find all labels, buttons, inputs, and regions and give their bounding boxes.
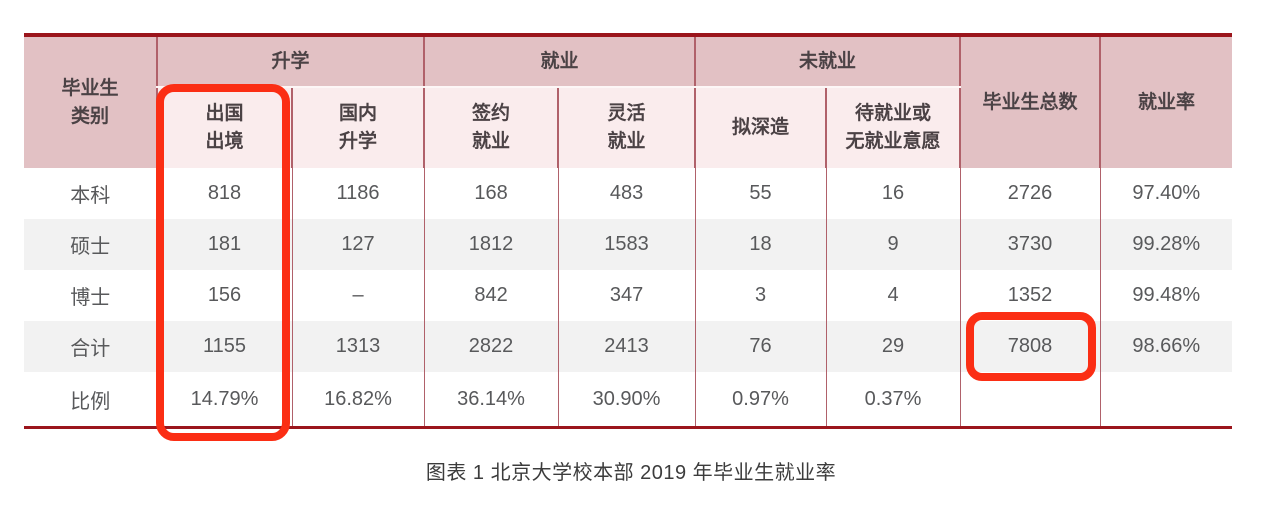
table-cell: 98.66% — [1099, 321, 1233, 372]
table-cell: 1155 — [156, 321, 292, 372]
header-plan-further-study: 拟深造 — [694, 87, 827, 168]
row-label: 比例 — [70, 390, 111, 413]
table-cell: 14.79% — [156, 372, 292, 428]
table-cell: 181 — [156, 219, 292, 270]
table-cell: 0.37% — [825, 372, 961, 428]
row-label: 合计 — [70, 338, 111, 360]
header-group-row: 毕业生 类别 升学 就业 未就业 毕业生总数 就业率 — [24, 35, 1233, 168]
table-cell: 18 — [694, 219, 827, 270]
header-domestic-study: 国内 升学 — [290, 87, 425, 168]
table-cell: 1583 — [557, 219, 696, 270]
table-cell: 76 — [694, 321, 827, 372]
table-cell: 36.14% — [423, 372, 559, 428]
table-cell: 55 — [694, 168, 827, 219]
header-contract-employment: 签约 就业 — [423, 87, 559, 168]
header-group-further-study: 升学 — [155, 35, 425, 88]
table-cell: 127 — [291, 219, 425, 270]
table-cell: 4 — [825, 270, 961, 321]
table-cell: 16 — [825, 168, 961, 219]
table-cell: 2822 — [423, 321, 559, 372]
table-row-doctor: 博士 156 – 842 347 3 4 1352 99.48% — [24, 270, 1233, 321]
table-cell: 29 — [825, 321, 961, 372]
employment-rate-table: 毕业生 类别 升学 就业 未就业 毕业生总数 就业率 出国 出境 国内 升学 签… — [24, 33, 1233, 429]
table-cell — [959, 372, 1101, 428]
row-label: 硕士 — [70, 236, 111, 258]
header-sub-row: 出国 出境 国内 升学 签约 就业 灵活 就业 拟深造 待就业或 无就业意愿 — [24, 87, 1232, 168]
table-cell: 30.90% — [557, 372, 696, 428]
table-cell: 1186 — [291, 168, 425, 219]
table-cell: 818 — [156, 168, 292, 219]
table-cell: 1352 — [959, 270, 1101, 321]
header-group-unemployed: 未就业 — [694, 35, 961, 88]
table-cell: 16.82% — [291, 372, 425, 428]
header-abroad: 出国 出境 — [156, 87, 292, 168]
table-cell-total-highlighted: 7808 — [959, 321, 1101, 372]
table-row-total: 合计 1155 1313 2822 2413 76 29 7808 98.66% — [24, 321, 1233, 372]
header-flexible-employment: 灵活 就业 — [557, 87, 696, 168]
table-cell: 842 — [423, 270, 559, 321]
table-cell: 483 — [557, 168, 696, 219]
table-cell: – — [291, 270, 425, 321]
table-cell: 99.28% — [1099, 219, 1233, 270]
table-caption: 图表 1 北京大学校本部 2019 年毕业生就业率 — [425, 462, 837, 484]
row-label: 博士 — [70, 287, 111, 309]
header-group-employment: 就业 — [423, 35, 696, 88]
table-cell: 2413 — [557, 321, 696, 372]
table-row-undergraduate: 本科 818 1186 168 483 55 16 2726 97.40% — [24, 168, 1233, 219]
table-cell: 2726 — [959, 168, 1101, 219]
table-cell: 156 — [156, 270, 292, 321]
table-cell: 97.40% — [1099, 168, 1233, 219]
table-row-master: 硕士 181 127 1812 1583 18 9 3730 99.28% — [24, 219, 1233, 270]
header-employment-rate: 就业率 — [1099, 35, 1233, 168]
table-cell: 3 — [694, 270, 827, 321]
table-cell: 1313 — [291, 321, 425, 372]
table-cell: 168 — [423, 168, 559, 219]
row-label: 本科 — [70, 185, 111, 207]
table-cell: 347 — [557, 270, 696, 321]
table-cell: 1812 — [423, 219, 559, 270]
table-cell: 0.97% — [694, 372, 827, 428]
header-graduate-category: 毕业生 类别 — [24, 35, 157, 168]
table-cell: 3730 — [959, 219, 1101, 270]
table-cell: 9 — [825, 219, 961, 270]
header-total-graduates: 毕业生总数 — [959, 35, 1101, 168]
table-row-proportion: 比例 14.79% 16.82% 36.14% 30.90% 0.97% 0.3… — [24, 372, 1233, 428]
table-cell: 99.48% — [1099, 270, 1233, 321]
table-cell — [1099, 372, 1233, 428]
header-pending-employment: 待就业或 无就业意愿 — [825, 87, 961, 168]
